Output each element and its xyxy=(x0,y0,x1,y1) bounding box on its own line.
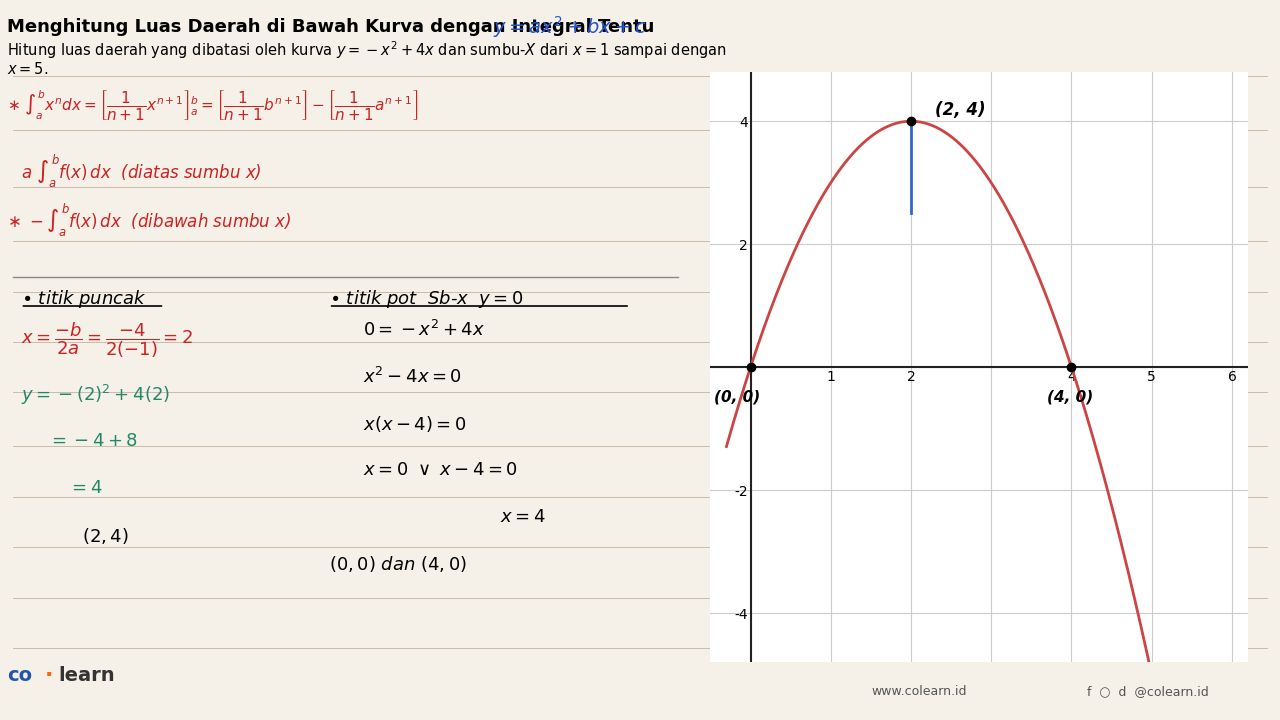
Text: $( 0, 0 )$ dan $( 4, 0 )$: $( 0, 0 )$ dan $( 4, 0 )$ xyxy=(329,554,467,575)
Text: $x(x - 4) = 0$: $x(x - 4) = 0$ xyxy=(364,414,466,434)
Text: f  ○  d  @colearn.id: f ○ d @colearn.id xyxy=(1087,685,1208,698)
Text: learn: learn xyxy=(58,667,115,685)
Text: Hitung luas daerah yang dibatasi oleh kurva $y = -x^2 + 4x$ dan sumbu-$X$ dari $: Hitung luas daerah yang dibatasi oleh ku… xyxy=(6,40,727,61)
Text: $x = 0\ \vee\ x - 4 = 0$: $x = 0\ \vee\ x - 4 = 0$ xyxy=(364,461,518,479)
Text: www.colearn.id: www.colearn.id xyxy=(872,685,968,698)
Text: (2, 4): (2, 4) xyxy=(936,101,986,119)
Text: $\ast\ -\int_a^b f(x)\,dx$  (dibawah sumbu x): $\ast\ -\int_a^b f(x)\,dx$ (dibawah sumb… xyxy=(6,202,291,239)
Text: Menghitung Luas Daerah di Bawah Kurva dengan Integral Tentu: Menghitung Luas Daerah di Bawah Kurva de… xyxy=(6,18,654,36)
Text: (0, 0): (0, 0) xyxy=(714,389,760,404)
Text: $0 = -x^2 + 4x$: $0 = -x^2 + 4x$ xyxy=(364,320,485,341)
Text: $\bullet$ titik pot  Sb-x  $\mathit{y = 0}$: $\bullet$ titik pot Sb-x $\mathit{y = 0}… xyxy=(329,288,524,310)
Text: $a\ \int_a^b f(x)\,dx$  (diatas sumbu x): $a\ \int_a^b f(x)\,dx$ (diatas sumbu x) xyxy=(20,153,261,190)
Text: $\mathit{y = ax^2 + bx + c}$: $\mathit{y = ax^2 + bx + c}$ xyxy=(493,14,646,40)
Text: $x = 4$: $x = 4$ xyxy=(500,508,545,526)
Text: ·: · xyxy=(45,665,52,685)
Text: $x^2 - 4x = 0$: $x^2 - 4x = 0$ xyxy=(364,367,462,387)
Text: $= 4$: $= 4$ xyxy=(69,479,102,497)
Text: $= -4 + 8$: $= -4 + 8$ xyxy=(47,432,138,450)
Text: $x = \dfrac{-b}{2a} = \dfrac{-4}{2(-1)} = 2$: $x = \dfrac{-b}{2a} = \dfrac{-4}{2(-1)} … xyxy=(20,320,193,360)
Text: $( 2, 4 )$: $( 2, 4 )$ xyxy=(82,526,129,546)
Text: $\ast\ \int_a^b x^n dx = \left[\dfrac{1}{n+1}x^{n+1}\right]_a^b = \left[\dfrac{1: $\ast\ \int_a^b x^n dx = \left[\dfrac{1}… xyxy=(6,88,419,122)
Text: co: co xyxy=(6,667,32,685)
Text: $y = -(2)^2 + 4(2)$: $y = -(2)^2 + 4(2)$ xyxy=(20,383,169,407)
Text: $\bullet$ titik puncak: $\bullet$ titik puncak xyxy=(20,288,146,310)
Text: (4, 0): (4, 0) xyxy=(1047,389,1093,404)
Text: $x = 5$.: $x = 5$. xyxy=(6,61,49,77)
